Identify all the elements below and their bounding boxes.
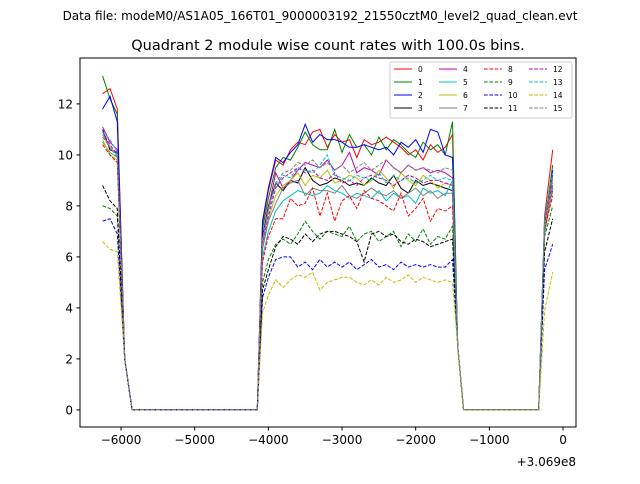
y-tick-label: 4 [65, 301, 73, 315]
x-tick-label: 0 [559, 433, 567, 447]
legend-label-4: 4 [463, 65, 468, 74]
legend-label-14: 14 [553, 91, 563, 100]
x-tick-label: −4000 [248, 433, 289, 447]
legend-label-8: 8 [508, 65, 513, 74]
series-line-2 [102, 95, 554, 411]
series-line-13 [102, 131, 554, 411]
legend-label-9: 9 [508, 78, 513, 87]
y-tick-label: 12 [58, 97, 73, 111]
legend-label-5: 5 [463, 78, 468, 87]
y-tick-label: 6 [65, 250, 73, 264]
series-line-1 [102, 75, 554, 411]
legend-label-10: 10 [508, 91, 518, 100]
legend-box [389, 61, 573, 119]
series-line-5 [102, 141, 554, 411]
legend-label-0: 0 [418, 65, 423, 74]
y-axis: 0 2 4 6 8 10 12 [58, 97, 80, 417]
x-axis: −6000 −5000 −4000 −3000 −2000 −1000 0 [101, 427, 567, 447]
x-offset-label: +3.069e8 [517, 455, 576, 469]
series-line-11 [102, 185, 554, 411]
y-tick-label: 8 [65, 199, 73, 213]
x-tick-label: −2000 [395, 433, 436, 447]
legend-label-1: 1 [418, 78, 423, 87]
suptitle: Data file: modeM0/AS1A05_166T01_90000031… [63, 9, 578, 23]
legend-label-13: 13 [553, 78, 563, 87]
series-line-7 [102, 134, 554, 411]
x-tick-label: −1000 [469, 433, 510, 447]
x-tick-label: −3000 [322, 433, 363, 447]
legend-label-11: 11 [508, 104, 518, 113]
series-line-6 [102, 139, 554, 411]
legend-label-12: 12 [553, 65, 563, 74]
series-line-8 [102, 144, 554, 411]
legend-label-6: 6 [463, 91, 468, 100]
legend-label-15: 15 [553, 104, 563, 113]
y-tick-label: 10 [58, 148, 73, 162]
legend-label-2: 2 [418, 91, 423, 100]
series-line-10 [102, 218, 554, 411]
series-lines [102, 75, 554, 411]
y-tick-label: 2 [65, 352, 73, 366]
series-line-9 [102, 205, 554, 411]
legend-label-7: 7 [463, 104, 468, 113]
y-tick-label: 0 [65, 403, 73, 417]
series-line-12 [102, 131, 554, 411]
chart-title: Quadrant 2 module wise count rates with … [131, 38, 525, 54]
series-line-15 [102, 136, 554, 411]
x-tick-label: −6000 [101, 433, 142, 447]
legend-label-3: 3 [418, 104, 423, 113]
x-tick-label: −5000 [174, 433, 215, 447]
series-line-14 [102, 241, 554, 411]
axes-frame [79, 57, 577, 428]
